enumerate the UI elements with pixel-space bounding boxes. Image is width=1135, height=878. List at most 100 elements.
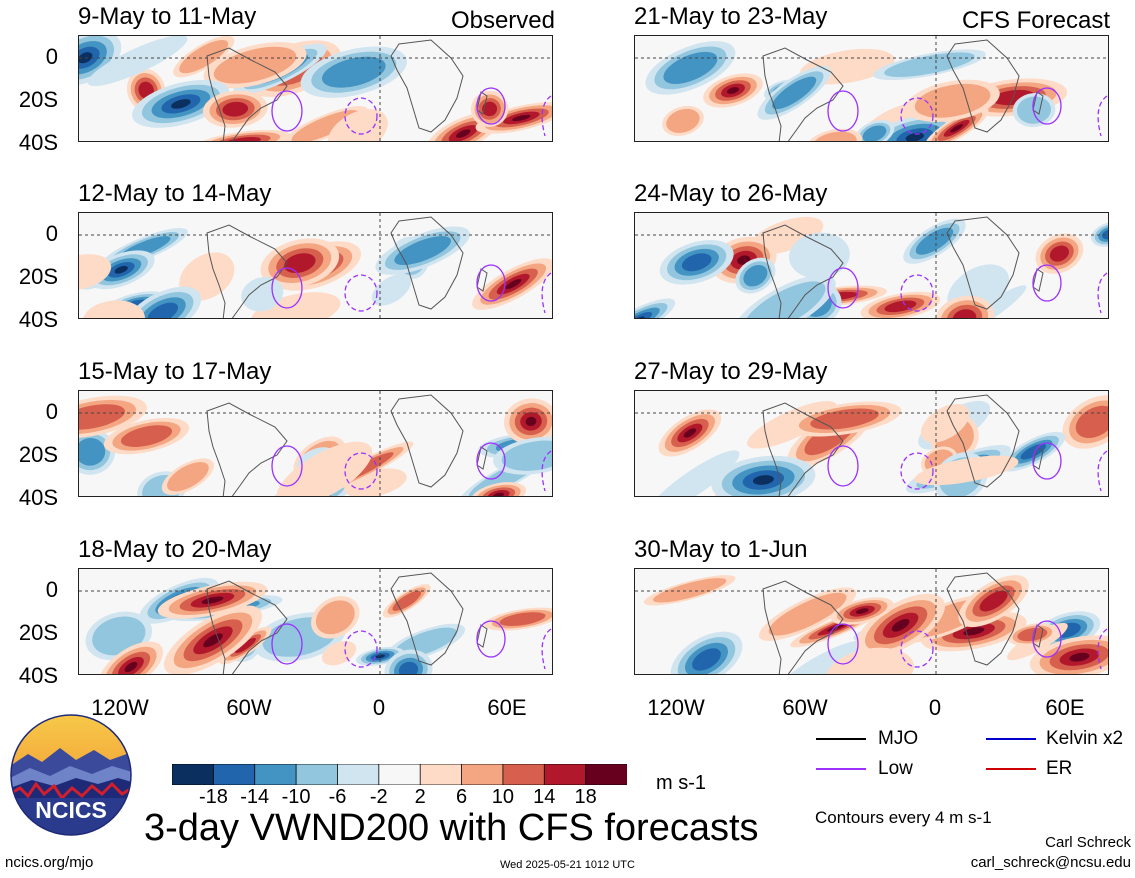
anomaly-contour bbox=[315, 600, 355, 635]
anomaly-contour bbox=[327, 109, 388, 141]
anomaly-contour bbox=[505, 278, 522, 290]
colorbar-swatch bbox=[295, 763, 339, 786]
lon-label: 0 bbox=[928, 695, 942, 720]
anomaly-contour bbox=[812, 131, 857, 141]
ncics-logo: NCICS bbox=[10, 714, 132, 836]
low-contour bbox=[476, 620, 506, 658]
anomaly-contour bbox=[321, 56, 386, 88]
panel-title: 9-May to 11-May bbox=[78, 3, 257, 30]
anomaly-contour bbox=[82, 300, 145, 318]
coastline-south-america bbox=[206, 402, 288, 496]
coastline-south-america bbox=[762, 47, 844, 141]
anomaly-contour bbox=[241, 277, 284, 312]
map-panel-fcst-1 bbox=[634, 35, 1109, 142]
anomaly-contour bbox=[772, 76, 817, 110]
colorbar-swatch bbox=[212, 763, 256, 786]
panel-title: 15-May to 17-May bbox=[78, 358, 272, 385]
legend-mjo-label: MJO bbox=[878, 728, 919, 749]
coastline-south-america bbox=[206, 580, 288, 674]
low-contour bbox=[1032, 87, 1062, 125]
lon-label: 120W bbox=[647, 695, 705, 720]
low-contour bbox=[900, 274, 934, 312]
colorbar-tick-label: 18 bbox=[574, 786, 597, 808]
colorbar-swatch bbox=[254, 763, 297, 786]
coastline-madagascar bbox=[1032, 268, 1044, 292]
contours-note: Contours every 4 m s-1 bbox=[815, 808, 992, 827]
anomaly-contour bbox=[222, 101, 249, 117]
lat-label: 40S bbox=[18, 130, 58, 155]
low-contour bbox=[900, 630, 934, 668]
colorbar-swatch bbox=[461, 763, 504, 786]
low-contour bbox=[476, 87, 506, 125]
anomaly-contour bbox=[392, 590, 422, 611]
colorbar-tick-label: 6 bbox=[455, 786, 468, 808]
anomaly-contour bbox=[727, 87, 739, 94]
colorbar-tick-label: 10 bbox=[491, 786, 515, 808]
low-contour bbox=[1097, 450, 1108, 492]
anomaly-contour bbox=[235, 637, 256, 654]
anomaly-contour bbox=[1020, 443, 1047, 460]
anomaly-contour bbox=[788, 232, 850, 279]
low-contour bbox=[900, 97, 934, 135]
lat-label: 0 bbox=[45, 221, 58, 246]
colorbar-tick-label: -2 bbox=[369, 786, 388, 808]
kelvin-legend-line bbox=[986, 738, 1036, 740]
coastline-madagascar bbox=[476, 446, 488, 470]
colorbar-swatch bbox=[543, 763, 587, 786]
map-panel-fcst-4 bbox=[634, 568, 1109, 675]
low-contour bbox=[476, 264, 506, 302]
coastline-madagascar bbox=[1032, 446, 1044, 470]
low-legend-line bbox=[816, 768, 866, 770]
legend-low-label: Low bbox=[878, 758, 913, 779]
map-panel-obs-3 bbox=[78, 390, 553, 497]
anomaly-contour bbox=[493, 492, 505, 496]
site-url: ncics.org/mjo bbox=[5, 854, 94, 871]
low-contour bbox=[344, 274, 378, 312]
anomaly-contour bbox=[681, 253, 712, 272]
anomaly-contour bbox=[884, 52, 975, 77]
coastline-south-america bbox=[206, 224, 288, 318]
anomaly-contour bbox=[87, 36, 188, 87]
coastline-madagascar bbox=[1032, 624, 1044, 648]
anomaly-contour bbox=[79, 404, 125, 430]
anomaly-contour bbox=[810, 408, 879, 430]
anomaly-contour bbox=[1075, 405, 1108, 439]
anomaly-contour bbox=[394, 236, 452, 266]
er-legend-line bbox=[986, 768, 1036, 770]
colorbar-tick-label: -10 bbox=[281, 786, 311, 808]
anomaly-contour bbox=[915, 227, 954, 255]
colorbar-tick-label: 14 bbox=[533, 786, 556, 808]
low-contour bbox=[271, 267, 303, 309]
anomaly-contour bbox=[120, 425, 173, 447]
anomaly-contour bbox=[201, 596, 224, 604]
anomaly-contour bbox=[213, 46, 297, 84]
anomaly-contour bbox=[891, 618, 910, 632]
colorbar-tick-labels: -18 -14 -10 -6 -2 2 6 10 14 18 bbox=[172, 787, 627, 809]
colorbar-swatch bbox=[502, 763, 546, 786]
low-contour bbox=[1097, 628, 1108, 670]
panel-title: 21-May to 23-May bbox=[634, 3, 828, 30]
colorbar-tick-label: -6 bbox=[328, 786, 347, 808]
anomaly-contour bbox=[482, 101, 498, 117]
low-contour bbox=[541, 272, 552, 314]
anomaly-contour bbox=[979, 590, 1008, 612]
anomaly-contour bbox=[663, 51, 718, 84]
panel-title: 30-May to 1-Jun bbox=[634, 536, 808, 563]
low-contour bbox=[344, 97, 378, 135]
anomaly-contour bbox=[501, 440, 552, 471]
anomaly-contour bbox=[635, 312, 653, 318]
lat-label: 20S bbox=[18, 87, 58, 112]
anomaly-contour bbox=[649, 450, 740, 496]
main-title: 3-day VWND200 with CFS forecasts bbox=[144, 807, 759, 849]
low-contour bbox=[827, 90, 859, 132]
anomaly-contour bbox=[276, 441, 373, 496]
panel-title: 24-May to 26-May bbox=[634, 180, 828, 207]
map-panel-obs-4 bbox=[78, 568, 553, 675]
anomaly-contour bbox=[1017, 627, 1048, 642]
lon-label: 60W bbox=[782, 695, 828, 720]
low-contour bbox=[1032, 264, 1062, 302]
lat-label: 0 bbox=[45, 44, 58, 69]
low-contour bbox=[1032, 442, 1062, 480]
anomaly-contour bbox=[525, 416, 537, 427]
legend-er-label: ER bbox=[1046, 758, 1073, 779]
